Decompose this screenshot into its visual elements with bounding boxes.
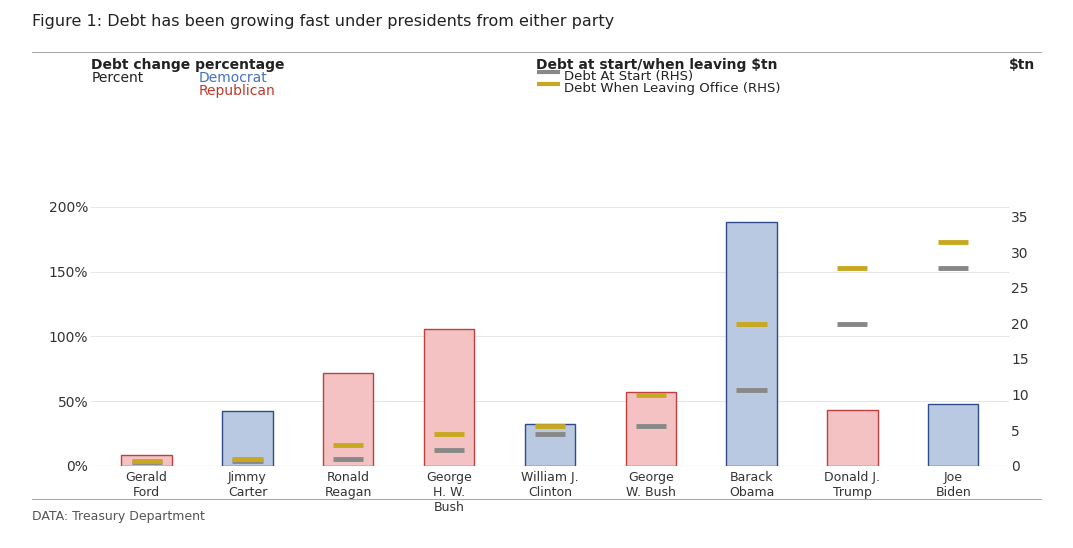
Text: $tn: $tn — [1010, 58, 1035, 72]
Text: Debt at start/when leaving $tn: Debt at start/when leaving $tn — [536, 58, 778, 72]
Text: Debt When Leaving Office (RHS): Debt When Leaving Office (RHS) — [564, 82, 781, 95]
Text: Democrat: Democrat — [199, 71, 267, 85]
Bar — [121, 455, 172, 466]
Text: Republican: Republican — [199, 84, 276, 98]
Text: Debt At Start (RHS): Debt At Start (RHS) — [564, 70, 693, 83]
Text: Figure 1: Debt has been growing fast under presidents from either party: Figure 1: Debt has been growing fast und… — [32, 14, 615, 28]
Bar — [928, 404, 979, 466]
Bar — [424, 328, 474, 466]
Bar — [827, 410, 878, 466]
Bar — [323, 373, 373, 466]
Bar — [222, 412, 273, 466]
Text: Debt change percentage: Debt change percentage — [91, 58, 284, 72]
Text: Percent: Percent — [91, 71, 144, 85]
Bar — [525, 424, 575, 466]
Bar — [626, 392, 676, 466]
Bar — [726, 222, 777, 466]
Text: DATA: Treasury Department: DATA: Treasury Department — [32, 510, 205, 523]
